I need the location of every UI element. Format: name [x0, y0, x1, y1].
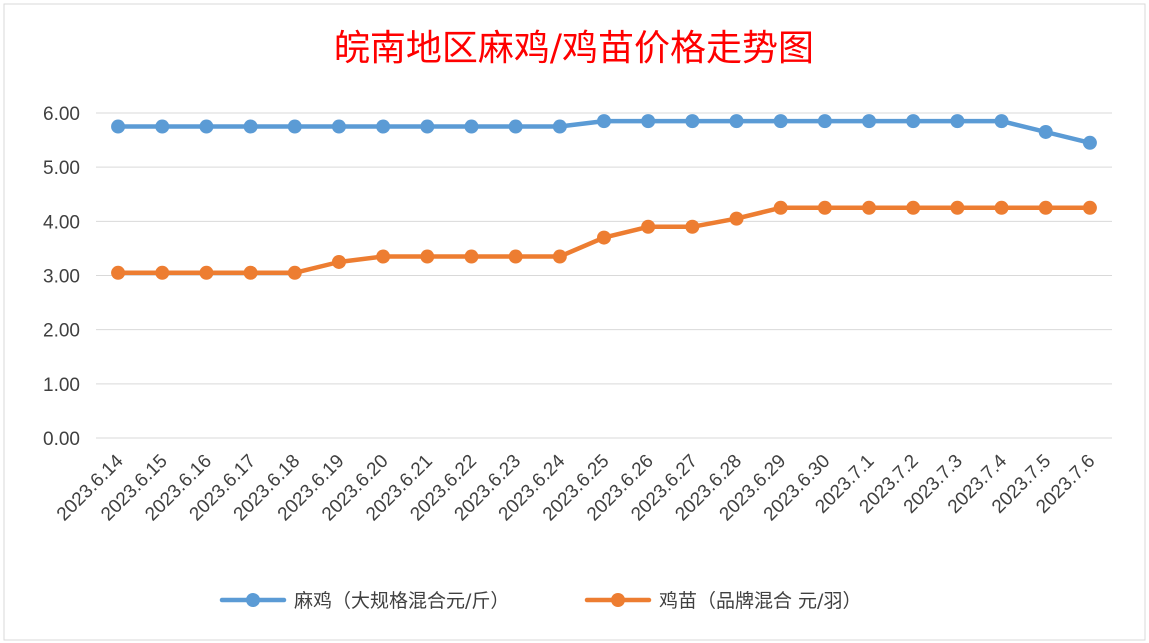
data-point	[376, 119, 391, 134]
legend-label: 鸡苗（品牌混合 元/羽）	[659, 590, 861, 612]
data-point	[508, 119, 523, 134]
legend-marker	[611, 593, 625, 607]
data-point	[420, 249, 435, 264]
gridlines	[96, 112, 1112, 439]
data-point	[552, 119, 567, 134]
data-point	[817, 200, 832, 215]
data-point	[862, 114, 877, 129]
data-point	[817, 114, 832, 129]
data-point	[331, 119, 346, 134]
series-2	[111, 200, 1097, 280]
data-point	[111, 265, 126, 280]
y-tick-label: 6.00	[43, 104, 80, 125]
data-point	[111, 119, 126, 134]
legend: 麻鸡（大规格混合元/斤） 鸡苗（品牌混合 元/羽）	[219, 590, 861, 612]
data-point	[155, 265, 170, 280]
data-point	[994, 114, 1009, 129]
chart-border	[3, 3, 1146, 641]
data-point	[464, 119, 479, 134]
data-point	[862, 200, 877, 215]
y-tick-label: 1.00	[43, 375, 80, 396]
y-tick-label: 3.00	[43, 267, 80, 288]
data-point	[729, 211, 744, 226]
y-axis: 0.00 1.00 2.00 3.00 4.00 5.00 6.00	[43, 104, 80, 450]
data-point	[685, 219, 700, 234]
data-point	[729, 114, 744, 129]
data-point	[950, 200, 965, 215]
legend-item-1: 麻鸡（大规格混合元/斤）	[219, 590, 509, 612]
chart-title: 皖南地区麻鸡/鸡苗价格走势图	[334, 28, 814, 69]
legend-item-2: 鸡苗（品牌混合 元/羽）	[584, 590, 861, 612]
data-point	[420, 119, 435, 134]
y-tick-label: 4.00	[43, 212, 80, 233]
data-point	[464, 249, 479, 264]
data-point	[1038, 124, 1053, 139]
data-point	[597, 230, 611, 245]
data-point	[1082, 200, 1097, 215]
data-point	[155, 119, 170, 134]
data-point	[773, 114, 788, 129]
legend-label: 麻鸡（大规格混合元/斤）	[294, 590, 509, 612]
data-point	[1038, 200, 1053, 215]
series-group	[111, 114, 1097, 280]
data-point	[950, 114, 965, 129]
data-point	[243, 119, 258, 134]
data-point	[243, 265, 258, 280]
data-point	[376, 249, 391, 264]
data-point	[508, 249, 523, 264]
data-point	[685, 114, 700, 129]
legend-marker	[246, 593, 260, 607]
y-tick-label: 5.00	[43, 158, 80, 179]
data-point	[641, 114, 656, 129]
data-point	[773, 200, 788, 215]
data-point	[552, 249, 567, 264]
data-point	[199, 119, 214, 134]
series-1	[111, 114, 1097, 150]
data-point	[641, 219, 656, 234]
data-point	[597, 114, 611, 129]
data-point	[906, 200, 921, 215]
data-point	[1082, 135, 1097, 150]
y-tick-label: 0.00	[43, 429, 80, 450]
data-point	[287, 119, 302, 134]
data-point	[994, 200, 1009, 215]
y-tick-label: 2.00	[43, 321, 80, 342]
data-point	[199, 265, 214, 280]
data-point	[287, 265, 302, 280]
data-point	[331, 254, 346, 269]
data-point	[906, 114, 921, 129]
